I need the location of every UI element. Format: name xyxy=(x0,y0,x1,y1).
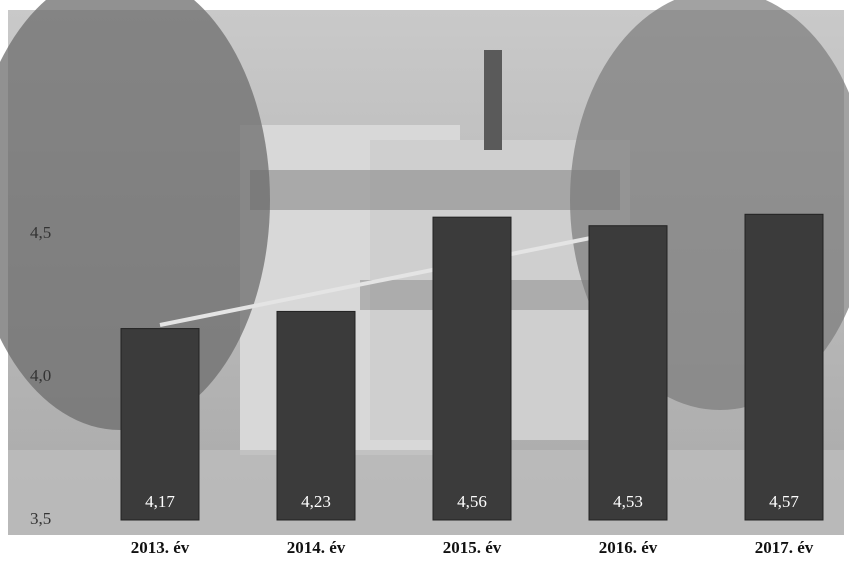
value-label: 4,17 xyxy=(145,492,175,511)
bar xyxy=(276,310,356,521)
bar xyxy=(744,213,824,521)
bar xyxy=(588,225,668,521)
y-tick-label: 4,5 xyxy=(30,223,51,242)
value-label: 4,53 xyxy=(613,492,643,511)
x-tick-label: 2014. év xyxy=(287,538,346,557)
x-tick-label: 2013. év xyxy=(131,538,190,557)
y-tick-label: 3,5 xyxy=(30,509,51,528)
x-tick-label: 2015. év xyxy=(443,538,502,557)
y-tick-label: 4,0 xyxy=(30,366,51,385)
value-label: 4,56 xyxy=(457,492,487,511)
bar xyxy=(432,216,512,521)
value-label: 4,57 xyxy=(769,492,799,511)
x-tick-label: 2017. év xyxy=(755,538,814,557)
background-photo xyxy=(0,0,849,535)
x-tick-label: 2016. év xyxy=(599,538,658,557)
value-label: 4,23 xyxy=(301,492,331,511)
bar xyxy=(120,328,200,521)
